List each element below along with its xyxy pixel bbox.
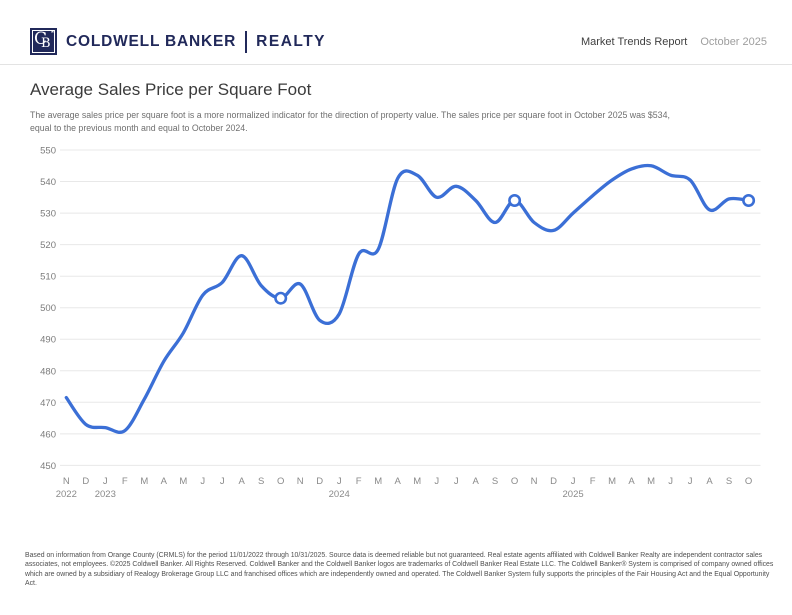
x-axis-month-label: M xyxy=(608,476,616,487)
coldwell-banker-logo-icon: C * B xyxy=(30,28,57,55)
y-axis-tick-label: 550 xyxy=(40,146,56,157)
header-divider xyxy=(0,64,792,65)
x-axis-month-label: M xyxy=(413,476,421,487)
x-axis-month-label: J xyxy=(688,476,693,487)
x-axis-month-label: O xyxy=(745,476,752,487)
x-axis-month-label: N xyxy=(63,476,70,487)
x-axis-month-label: M xyxy=(179,476,187,487)
x-axis-month-label: D xyxy=(316,476,323,487)
y-axis-tick-label: 470 xyxy=(40,398,56,409)
x-axis-month-label: J xyxy=(220,476,225,487)
footer-disclaimer: Based on information from Orange County … xyxy=(25,552,774,588)
x-axis-year-label: 2025 xyxy=(563,489,584,500)
x-axis-month-label: N xyxy=(531,476,538,487)
x-axis-month-label: J xyxy=(454,476,459,487)
x-axis-month-label: J xyxy=(571,476,576,487)
october-highlight-marker[interactable] xyxy=(742,194,756,208)
x-axis-month-label: J xyxy=(103,476,108,487)
header-brand: C * B COLDWELL BANKER REALTY xyxy=(30,28,326,55)
y-axis-tick-label: 460 xyxy=(40,429,56,440)
y-axis-tick-label: 490 xyxy=(40,335,56,346)
x-axis-month-label: F xyxy=(356,476,362,487)
x-axis-month-label: F xyxy=(122,476,128,487)
x-axis-year-label: 2022 xyxy=(56,489,77,500)
y-axis-tick-label: 510 xyxy=(40,272,56,283)
header-meta: Market Trends Report October 2025 xyxy=(581,36,767,48)
x-axis-month-label: O xyxy=(277,476,284,487)
report-title: Market Trends Report xyxy=(580,36,688,48)
x-axis-month-label: J xyxy=(337,476,342,487)
subtitle-line-1: The average sales price per square foot … xyxy=(30,110,670,120)
x-axis-month-label: O xyxy=(511,476,518,487)
y-axis-tick-label: 480 xyxy=(40,366,56,377)
x-axis-year-label: 2024 xyxy=(329,489,350,500)
subtitle-line-2: equal to the previous month and equal to… xyxy=(30,123,248,133)
logo-star-icon: * xyxy=(50,29,54,38)
y-axis-tick-label: 540 xyxy=(40,177,56,188)
october-highlight-marker[interactable] xyxy=(274,291,288,305)
y-axis-tick-label: 500 xyxy=(40,303,56,314)
brand-wordmark: COLDWELL BANKER xyxy=(66,32,237,50)
report-date: October 2025 xyxy=(700,36,767,48)
y-axis-tick-label: 520 xyxy=(40,240,56,251)
x-axis-month-label: F xyxy=(590,476,596,487)
x-axis-month-label: A xyxy=(473,476,480,487)
x-axis-month-label: S xyxy=(492,476,498,487)
x-axis-month-label: M xyxy=(140,476,148,487)
page-subtitle: The average sales price per square foot … xyxy=(30,109,670,135)
x-axis-month-label: A xyxy=(395,476,402,487)
x-axis-month-label: S xyxy=(726,476,732,487)
x-axis-month-label: M xyxy=(647,476,655,487)
brand-division: REALTY xyxy=(256,32,327,50)
brand-divider xyxy=(245,30,248,53)
price-per-sqft-line xyxy=(64,163,751,434)
x-axis-month-label: J xyxy=(434,476,439,487)
x-axis-month-label: N xyxy=(297,476,304,487)
x-axis-month-label: J xyxy=(200,476,205,487)
october-highlight-marker[interactable] xyxy=(508,194,522,208)
x-axis-month-label: A xyxy=(239,476,246,487)
x-axis-year-label: 2023 xyxy=(95,489,116,500)
x-axis-month-label: S xyxy=(258,476,264,487)
x-axis-month-label: A xyxy=(706,476,713,487)
y-axis-tick-label: 530 xyxy=(40,209,56,220)
x-axis-month-label: D xyxy=(82,476,89,487)
x-axis-month-label: A xyxy=(161,476,168,487)
x-axis-month-label: A xyxy=(628,476,635,487)
x-axis-month-label: J xyxy=(668,476,673,487)
x-axis-month-label: M xyxy=(374,476,382,487)
y-axis-tick-label: 450 xyxy=(40,461,56,472)
page-title: Average Sales Price per Square Foot xyxy=(30,80,312,99)
logo-monogram-c: C xyxy=(34,29,48,49)
x-axis-month-label: D xyxy=(550,476,557,487)
logo-monogram-b: B xyxy=(41,36,51,51)
